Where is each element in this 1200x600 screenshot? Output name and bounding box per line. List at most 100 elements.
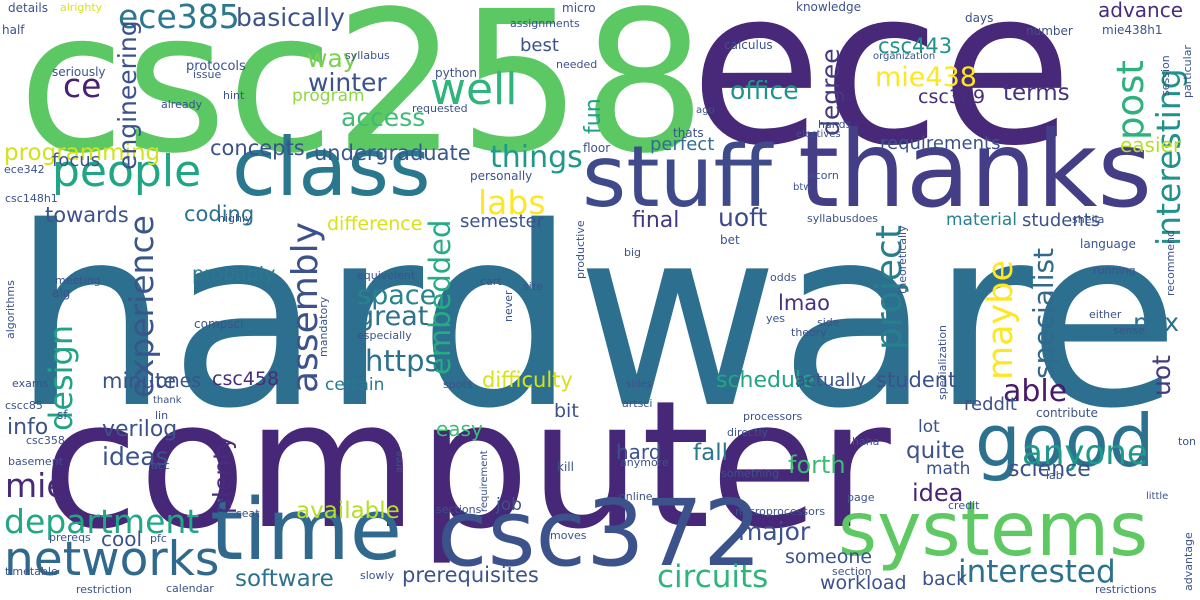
word-undergraduate: undergraduate	[314, 141, 471, 165]
word-probably: probably	[192, 263, 276, 285]
word-timetable: timetable	[5, 565, 58, 578]
word-ce: ce	[63, 66, 102, 105]
word-contribute: contribute	[1036, 406, 1098, 420]
word-seriously: seriously	[52, 65, 106, 79]
word-maybe: maybe	[981, 259, 1021, 380]
word-idea: idea	[912, 479, 964, 507]
word-specialist: specialist	[1027, 247, 1060, 379]
word-good: good	[975, 399, 1155, 483]
word-processors: processors	[743, 410, 803, 423]
word-particular: particular	[1181, 45, 1194, 98]
word-back: back	[922, 568, 968, 590]
word-best: best	[520, 35, 559, 56]
word-recommend: recommend	[1164, 230, 1177, 296]
word-math: math	[926, 459, 971, 479]
word-anyone: anyone	[1022, 433, 1148, 473]
word-credit: credit	[948, 499, 980, 512]
word-people: people	[52, 146, 202, 197]
word-online: online	[619, 490, 653, 503]
word-hard: hard	[616, 440, 662, 464]
word-requirements: requirements	[880, 133, 1001, 154]
word-actually: actually	[795, 370, 867, 391]
word-basically: basically	[236, 3, 345, 32]
word-micro: micro	[562, 1, 596, 15]
word-microprocessors: microprocessors	[735, 505, 826, 518]
word-circuits: circuits	[657, 559, 769, 595]
word-slowly: slowly	[360, 569, 395, 582]
word-highly: highly	[218, 212, 252, 225]
word-btw: btw	[793, 182, 812, 193]
word-fun: fun	[581, 98, 606, 134]
word-ece385: ece385	[118, 0, 240, 36]
word-yes: yes	[766, 312, 786, 325]
word-https: https	[365, 344, 440, 378]
word-stuff: stuff	[582, 128, 773, 227]
word-mie438h1: mie438h1	[1102, 23, 1163, 37]
word-calendar: calendar	[166, 582, 214, 595]
word-requested: requested	[412, 102, 468, 115]
word-office: office	[730, 76, 799, 105]
word-reddit: reddit	[964, 394, 1017, 415]
word-sf: sf	[57, 408, 68, 422]
word-theoretically: theoretically	[896, 225, 909, 294]
word-big: big	[624, 246, 642, 259]
word-fall: fall	[693, 440, 728, 466]
word-calculus: calculus	[724, 38, 773, 52]
word-advantage: advantage	[1182, 532, 1195, 591]
word-theory: theory	[791, 326, 827, 339]
word-final: final	[632, 208, 680, 233]
word-well: well	[430, 64, 518, 115]
word-never: never	[502, 290, 515, 322]
word-post: post	[1109, 60, 1152, 140]
word-area: area	[394, 450, 405, 473]
word-students: students	[1022, 210, 1101, 231]
word-csc443: csc443	[878, 34, 953, 58]
word-terms: terms	[1003, 80, 1070, 106]
word-ones: ones	[156, 370, 202, 392]
word-sheila: sheila	[1072, 213, 1105, 226]
word-odds: odds	[770, 271, 797, 284]
word-lab: lab	[1046, 469, 1063, 482]
word-exams: exams	[12, 377, 49, 390]
word-schedule: schedule	[716, 368, 815, 393]
word-time: time	[210, 481, 403, 580]
word-thats: thats	[673, 126, 704, 140]
word-csc148h1: csc148h1	[5, 192, 58, 205]
word-lin: lin	[155, 409, 169, 422]
word-basement: basement	[8, 455, 63, 468]
word-winter: winter	[308, 68, 387, 97]
word-csc358: csc358	[26, 434, 65, 447]
word-interested: interested	[958, 554, 1116, 590]
word-towards: towards	[45, 203, 129, 227]
word-hands: hands	[818, 118, 852, 131]
word-space: space	[357, 280, 437, 311]
word-csc458: csc458	[212, 368, 280, 390]
word-kill: kill	[557, 460, 574, 474]
word-artsci: artsci	[622, 397, 653, 410]
word-half: half	[2, 23, 25, 37]
word-pfc: pfc	[150, 532, 167, 545]
word-specialization: specialization	[936, 324, 949, 400]
word-advance: advance	[1098, 0, 1184, 22]
word-systems: systems	[838, 485, 1149, 573]
word-needed: needed	[556, 58, 598, 71]
word-cscc85: cscc85	[5, 399, 43, 412]
word-uot: uot	[1147, 355, 1176, 396]
word-perfect: perfect	[650, 134, 715, 155]
word-prerequisites: prerequisites	[402, 563, 539, 587]
word-alrighty: alrighty	[60, 1, 103, 14]
word-either: either	[1089, 308, 1122, 321]
word-page: page	[847, 491, 875, 504]
word-forth: forth	[788, 451, 846, 479]
word-bit: bit	[554, 400, 579, 422]
word-ece342: ece342	[4, 163, 45, 176]
word-mie438: mie438	[875, 62, 977, 93]
word-csc258: csc258	[18, 0, 707, 196]
word-thanks: thanks	[798, 109, 1153, 231]
word-things: things	[490, 140, 583, 175]
word-thank: thank	[153, 395, 182, 406]
word-syllabus: syllabus	[345, 49, 390, 62]
word-student: student	[876, 368, 957, 392]
word-restriction: restriction	[76, 583, 132, 596]
word-info: info	[7, 415, 49, 440]
